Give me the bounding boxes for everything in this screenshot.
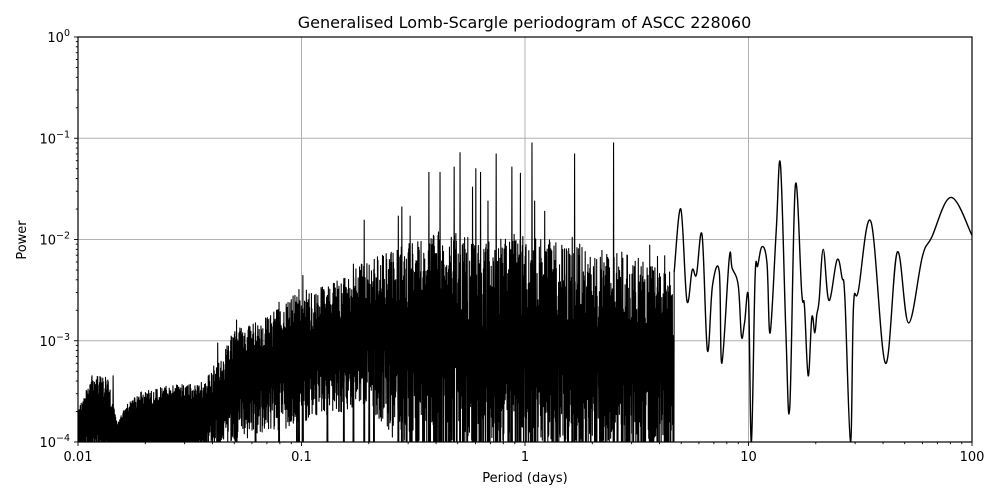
y-tick-label: 10−2: [39, 231, 70, 249]
x-axis-ticks: 0.01 0.1 1 10 100: [64, 442, 985, 465]
grid-lines: [78, 37, 972, 442]
x-tick-label: 10: [740, 450, 757, 465]
y-tick-label: 10−3: [39, 332, 70, 350]
x-tick-label: 0.01: [64, 450, 93, 465]
y-axis-ticks: 10−4 10−3 10−2 10−1 100: [39, 28, 78, 451]
y-tick-label: 10−1: [39, 129, 70, 147]
periodogram-dense-series: [78, 142, 675, 442]
x-tick-label: 1: [521, 450, 529, 465]
y-tick-label: 100: [47, 28, 70, 46]
x-tick-label: 0.1: [291, 450, 312, 465]
periodogram-smooth-series: [673, 160, 972, 442]
y-tick-label: 10−4: [39, 433, 70, 451]
x-tick-label: 100: [960, 450, 985, 465]
y-axis-label: Power: [15, 220, 30, 260]
x-axis-label: Period (days): [482, 471, 568, 486]
chart-title: Generalised Lomb-Scargle periodogram of …: [298, 13, 752, 32]
